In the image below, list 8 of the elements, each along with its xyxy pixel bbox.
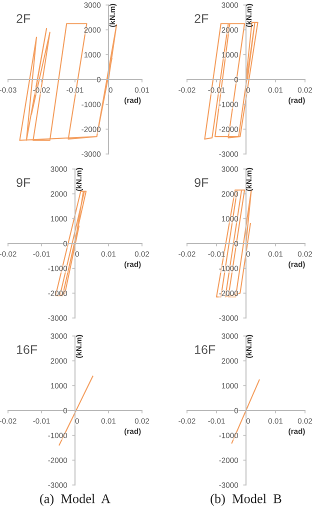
- text: 16F: [16, 345, 38, 354]
- text: 9F: [16, 178, 30, 188]
- text: 16F: [195, 345, 216, 354]
- text: 9F: [194, 178, 208, 188]
- text: (a) Model A: [40, 494, 110, 506]
- text: 2F: [194, 14, 208, 23]
- text: (b) Model B: [210, 494, 282, 506]
- text: 2F: [16, 14, 30, 23]
